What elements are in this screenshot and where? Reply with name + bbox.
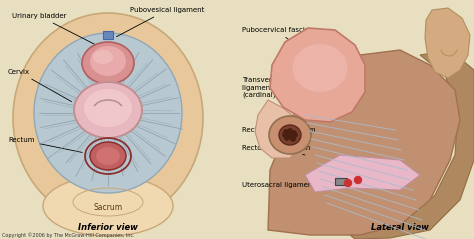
Ellipse shape bbox=[13, 13, 203, 223]
Circle shape bbox=[288, 133, 292, 137]
Ellipse shape bbox=[96, 147, 120, 165]
Ellipse shape bbox=[279, 125, 301, 145]
Ellipse shape bbox=[90, 46, 126, 76]
Circle shape bbox=[283, 133, 287, 137]
FancyBboxPatch shape bbox=[335, 178, 347, 185]
Circle shape bbox=[345, 179, 352, 186]
Polygon shape bbox=[255, 100, 300, 158]
Polygon shape bbox=[350, 50, 474, 239]
Text: Rectum: Rectum bbox=[8, 137, 82, 152]
FancyBboxPatch shape bbox=[103, 31, 113, 39]
Circle shape bbox=[284, 130, 288, 134]
Text: Copyright ©2006 by The McGraw-Hill Companies, Inc.
All rights reserved.: Copyright ©2006 by The McGraw-Hill Compa… bbox=[2, 232, 135, 239]
Polygon shape bbox=[305, 155, 420, 192]
Circle shape bbox=[291, 137, 295, 141]
Ellipse shape bbox=[74, 82, 142, 138]
Ellipse shape bbox=[43, 176, 173, 236]
Polygon shape bbox=[425, 8, 470, 78]
Text: Urinary bladder: Urinary bladder bbox=[12, 13, 96, 45]
Ellipse shape bbox=[292, 44, 347, 92]
Text: Lateral view: Lateral view bbox=[371, 223, 429, 233]
Polygon shape bbox=[268, 50, 460, 235]
Text: Pubocervical fascia: Pubocervical fascia bbox=[242, 27, 309, 53]
Ellipse shape bbox=[90, 142, 126, 170]
Circle shape bbox=[355, 176, 362, 184]
Ellipse shape bbox=[93, 50, 113, 64]
Circle shape bbox=[293, 133, 297, 137]
Text: Pubovesical ligament: Pubovesical ligament bbox=[117, 7, 204, 37]
Text: Sacrum: Sacrum bbox=[93, 203, 123, 212]
Ellipse shape bbox=[82, 42, 134, 84]
Polygon shape bbox=[270, 28, 365, 122]
Ellipse shape bbox=[84, 89, 132, 127]
Text: Transverse cervical
ligament (of Mackenrodt)
(cardinal): Transverse cervical ligament (of Mackenr… bbox=[242, 77, 330, 116]
Text: Cervix: Cervix bbox=[8, 69, 72, 102]
Circle shape bbox=[292, 131, 296, 135]
Text: Rectovaginal septum: Rectovaginal septum bbox=[242, 127, 316, 141]
Ellipse shape bbox=[34, 33, 182, 193]
Text: Rectouterine pouch: Rectouterine pouch bbox=[242, 145, 310, 155]
Text: Uterosacral ligament: Uterosacral ligament bbox=[242, 182, 339, 188]
Circle shape bbox=[285, 136, 289, 140]
Ellipse shape bbox=[269, 116, 311, 154]
Circle shape bbox=[288, 129, 292, 133]
Text: Inferior view: Inferior view bbox=[78, 223, 138, 233]
